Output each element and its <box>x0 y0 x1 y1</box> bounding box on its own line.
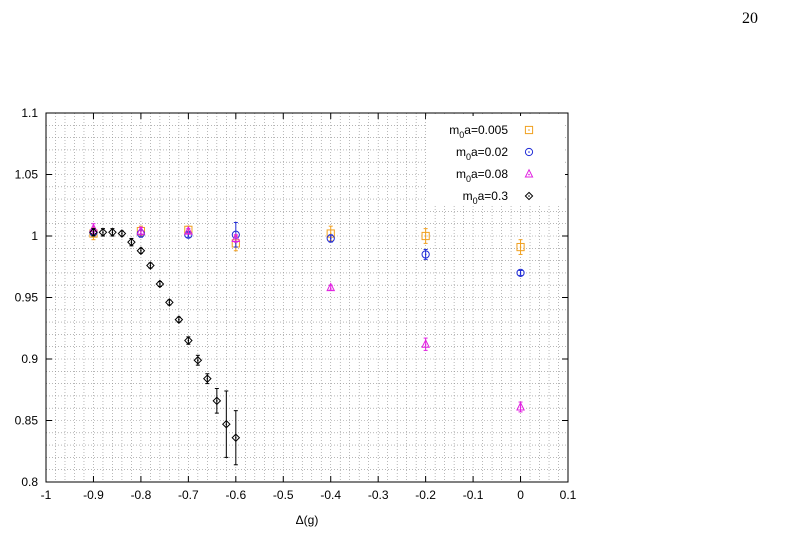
y-tick-label: 1.1 <box>21 106 38 120</box>
data-point <box>421 231 430 241</box>
x-tick-label: -0.5 <box>273 488 294 502</box>
legend: m0a=0.005 m0a=0.02 m0a=0.08 m0a=0.3 <box>426 116 565 206</box>
x-tick-label: -0.7 <box>178 488 199 502</box>
data-point <box>155 279 165 289</box>
series-circle <box>89 221 525 277</box>
x-tick-label: 0.1 <box>560 488 577 502</box>
data-point <box>516 401 525 411</box>
data-point <box>136 225 146 235</box>
series-square <box>89 225 525 255</box>
grid <box>46 113 568 482</box>
data-point <box>326 282 336 292</box>
data-series <box>89 221 525 466</box>
legend-marker-diamond <box>524 191 534 201</box>
data-point <box>184 336 193 345</box>
data-point <box>146 261 155 270</box>
x-tick-label: -0.2 <box>415 488 436 502</box>
series-triangle <box>89 223 525 413</box>
y-tick-label: 1 <box>31 229 38 243</box>
legend-label: m0a=0.005 <box>449 123 508 140</box>
x-axis-title: Δ(g) <box>296 513 319 527</box>
legend-marker-triangle <box>524 168 534 178</box>
x-axis-tick-labels: -1 -0.9 -0.8 -0.7 -0.6 -0.5 -0.4 -0.3 -0.2 -0.1 0 0… <box>41 488 577 502</box>
x-tick-label: -0.8 <box>131 488 152 502</box>
legend-marker-square <box>524 125 534 135</box>
data-point <box>326 234 335 243</box>
data-point <box>203 374 212 383</box>
x-tick-label: -0.1 <box>463 488 484 502</box>
data-point <box>174 315 184 324</box>
page-number: 20 <box>742 10 758 27</box>
data-point <box>136 246 146 256</box>
x-tick-label: -0.6 <box>225 488 246 502</box>
x-tick-label: -0.4 <box>320 488 341 502</box>
series-diamond <box>89 228 241 466</box>
data-point <box>222 419 231 429</box>
legend-label: m0a=0.08 <box>456 167 508 184</box>
legend-box <box>426 116 565 206</box>
x-tick-label: -0.9 <box>83 488 104 502</box>
data-point <box>127 237 136 247</box>
data-point <box>117 229 127 238</box>
data-point <box>183 225 193 235</box>
data-point <box>89 228 98 237</box>
data-point <box>165 298 174 307</box>
axis-ticks <box>45 112 569 483</box>
legend-marker-circle <box>524 147 534 157</box>
data-point <box>193 355 203 365</box>
y-tick-label: 0.85 <box>15 414 39 428</box>
data-point <box>98 228 108 237</box>
data-point <box>108 228 117 237</box>
legend-label: m0a=0.02 <box>456 145 508 162</box>
data-point <box>231 233 241 242</box>
data-point <box>231 433 241 443</box>
data-point <box>421 338 431 348</box>
x-tick-label: -0.3 <box>368 488 389 502</box>
legend-label: m0a=0.3 <box>463 189 509 206</box>
x-tick-label: -1 <box>41 488 52 502</box>
y-tick-label: 1.05 <box>15 168 39 182</box>
x-tick-label: 0 <box>517 488 524 502</box>
data-point <box>212 396 222 406</box>
data-point <box>421 250 430 259</box>
y-axis-tick-labels: 0.8 0.85 0.9 0.95 1 1.05 1.1 <box>15 106 39 489</box>
y-tick-label: 0.95 <box>15 291 39 305</box>
y-tick-label: 0.9 <box>21 352 38 366</box>
y-tick-label: 0.8 <box>21 475 38 489</box>
data-point <box>516 242 525 252</box>
data-point <box>516 268 525 277</box>
